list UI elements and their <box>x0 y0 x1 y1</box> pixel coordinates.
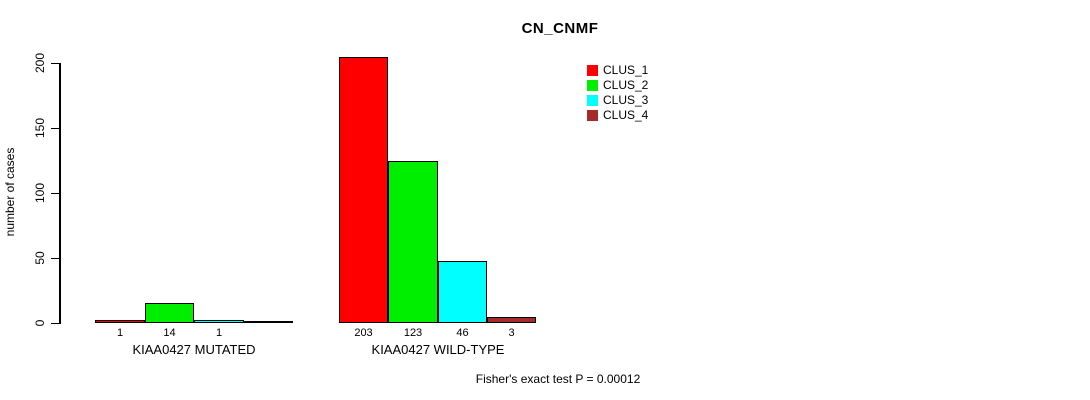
legend-swatch-clus-2-icon <box>587 80 598 91</box>
y-tick <box>51 62 60 64</box>
x-group-label-wildtype: KIAA0427 WILD-TYPE <box>371 342 505 357</box>
y-tick <box>51 192 60 194</box>
y-tick-label: 50 <box>33 251 47 265</box>
x-group-label-mutated: KIAA0427 MUTATED <box>132 342 256 357</box>
y-tick-label: 200 <box>33 52 47 74</box>
bar-clus_2-group1 <box>388 161 438 323</box>
y-axis-title: number of cases <box>3 147 17 237</box>
y-tick-label: 0 <box>33 319 47 327</box>
bar-clus_4-group1 <box>487 317 536 323</box>
y-tick <box>51 257 60 259</box>
legend-item-clus-2: CLUS_2 <box>587 78 649 92</box>
bar-value-label: 14 <box>163 327 176 339</box>
legend-item-clus-4: CLUS_4 <box>587 108 649 122</box>
chart-title: CN_CNMF <box>521 20 599 37</box>
legend-item-clus-1: CLUS_1 <box>587 63 649 77</box>
legend-label-clus-2: CLUS_2 <box>603 78 649 92</box>
bar-value-label: 3 <box>508 327 515 339</box>
legend-label-clus-1: CLUS_1 <box>603 63 649 77</box>
legend: CLUS_1 CLUS_2 CLUS_3 CLUS_4 <box>587 63 649 122</box>
legend-label-clus-4: CLUS_4 <box>603 108 649 122</box>
bar-clus_1-group0 <box>95 320 145 323</box>
bar-value-label: 1 <box>215 327 223 339</box>
legend-swatch-clus-4-icon <box>587 110 598 121</box>
bar-clus_2-group0 <box>145 303 194 323</box>
bar-clus_3-group0 <box>194 320 244 323</box>
bar-value-label: 203 <box>354 327 373 339</box>
legend-swatch-clus-3-icon <box>587 95 598 106</box>
y-tick <box>51 127 60 129</box>
bar-value-label: 123 <box>403 327 423 339</box>
pvalue-annotation: Fisher's exact test P = 0.00012 <box>475 372 641 386</box>
bar-value-label: 46 <box>456 327 469 339</box>
legend-item-clus-3: CLUS_3 <box>587 93 649 107</box>
bar-clus_1-group1 <box>339 57 388 323</box>
y-tick <box>51 322 60 324</box>
y-tick-label: 100 <box>33 182 47 204</box>
y-tick-label: 150 <box>33 117 47 139</box>
bar-clus_4-group0 <box>244 321 293 323</box>
legend-label-clus-3: CLUS_3 <box>603 93 649 107</box>
bar-clus_3-group1 <box>438 261 487 323</box>
bar-value-label: 1 <box>116 327 124 339</box>
legend-swatch-clus-1-icon <box>587 65 598 76</box>
